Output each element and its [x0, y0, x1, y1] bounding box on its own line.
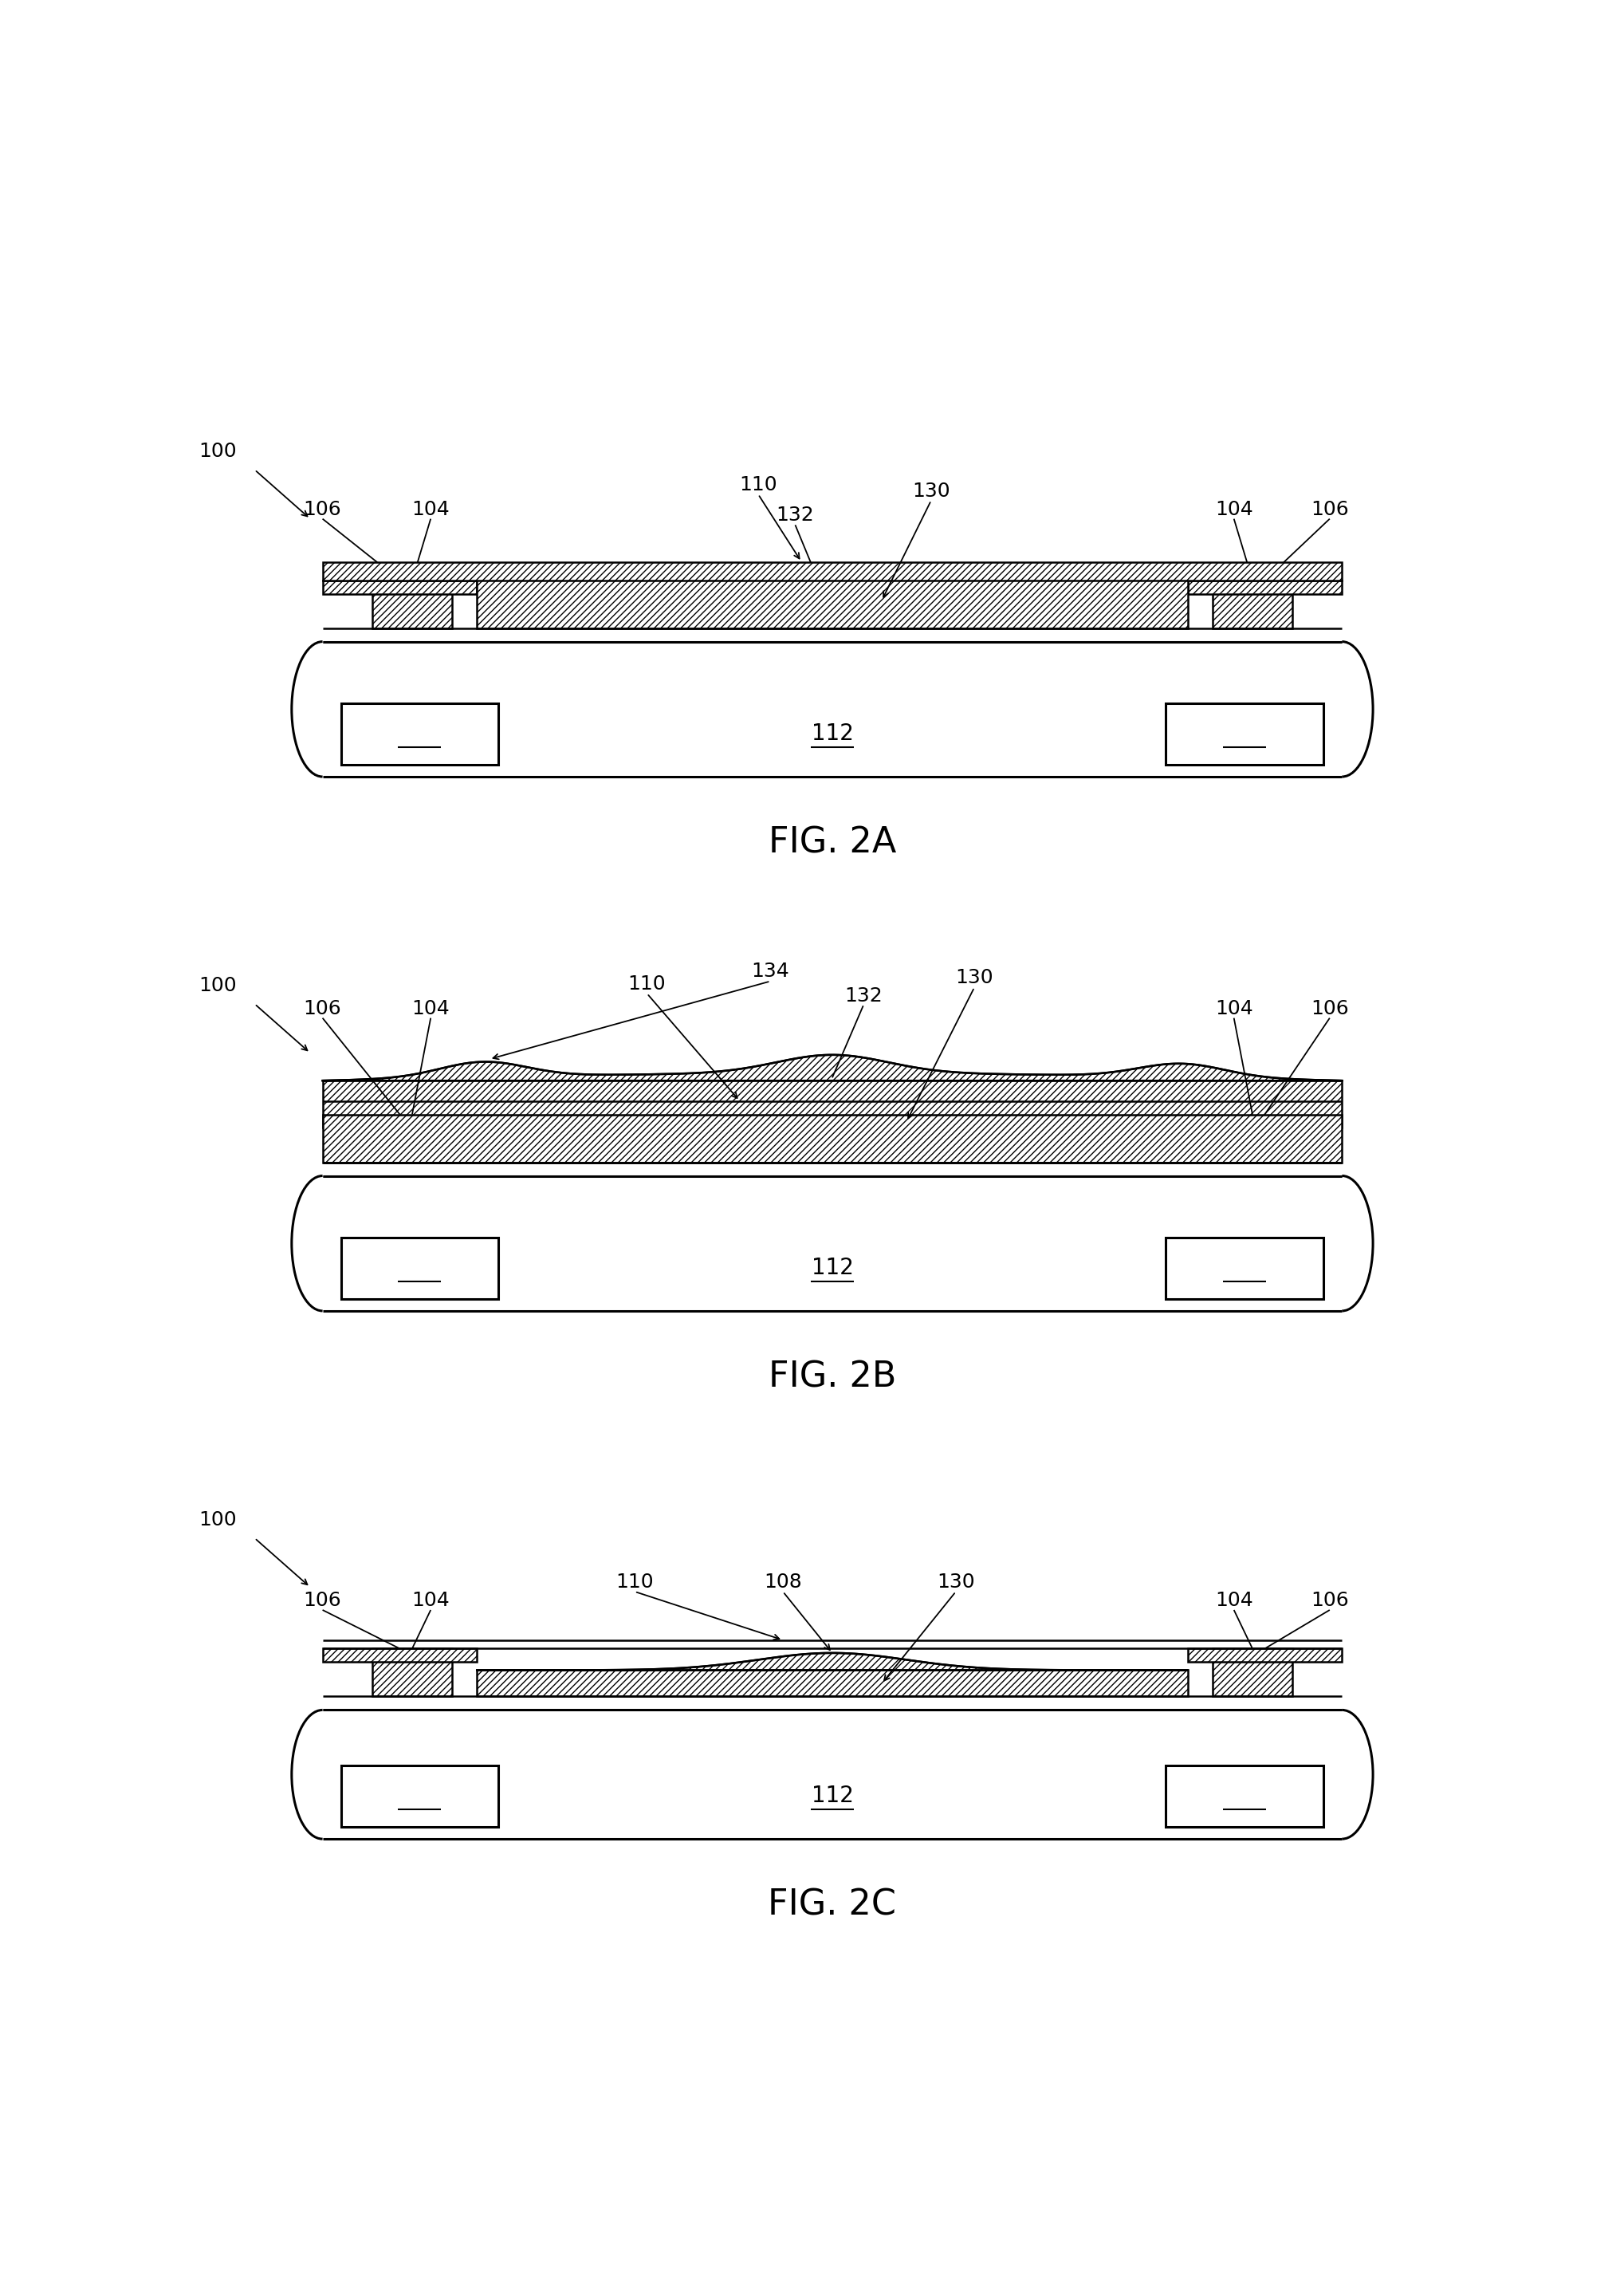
- Bar: [1212, 1114, 1293, 1162]
- Text: 100: 100: [198, 1509, 237, 1530]
- Bar: [1166, 1766, 1324, 1827]
- Text: 104: 104: [411, 499, 450, 519]
- Bar: [341, 702, 499, 764]
- Bar: [323, 581, 477, 595]
- Text: 132: 132: [844, 986, 882, 1006]
- Text: 106: 106: [1311, 499, 1348, 519]
- Text: 102: 102: [1223, 723, 1265, 746]
- Text: 104: 104: [1215, 1592, 1254, 1610]
- Polygon shape: [477, 1654, 1187, 1670]
- Polygon shape: [323, 1054, 1341, 1082]
- Bar: [323, 1082, 1341, 1162]
- Bar: [372, 1649, 453, 1697]
- Text: 102: 102: [1223, 1258, 1265, 1278]
- Text: 102: 102: [1223, 1784, 1265, 1807]
- Bar: [477, 572, 1187, 629]
- Text: FIG. 2B: FIG. 2B: [768, 1361, 896, 1395]
- Text: 110: 110: [739, 476, 778, 494]
- Text: 112: 112: [812, 1258, 853, 1278]
- Bar: [323, 1649, 477, 1663]
- Text: 130: 130: [937, 1573, 974, 1592]
- Text: 106: 106: [304, 999, 341, 1018]
- Bar: [1187, 1114, 1341, 1127]
- Bar: [323, 1114, 477, 1127]
- Bar: [1187, 1649, 1341, 1663]
- Text: 130: 130: [913, 480, 950, 501]
- Text: 106: 106: [304, 1592, 341, 1610]
- Text: 104: 104: [411, 999, 450, 1018]
- Bar: [341, 1766, 499, 1827]
- Bar: [477, 1670, 1187, 1697]
- Text: 106: 106: [304, 499, 341, 519]
- Bar: [1166, 1237, 1324, 1299]
- Bar: [1212, 1649, 1293, 1697]
- Bar: [341, 1237, 499, 1299]
- Text: 100: 100: [198, 977, 237, 995]
- Text: 130: 130: [955, 967, 994, 988]
- Bar: [372, 581, 453, 629]
- Text: 112: 112: [812, 723, 853, 746]
- Text: FIG. 2A: FIG. 2A: [768, 826, 896, 860]
- Bar: [1187, 581, 1341, 595]
- Bar: [323, 563, 1341, 581]
- Text: 134: 134: [752, 963, 789, 981]
- Text: 108: 108: [763, 1573, 802, 1592]
- Bar: [372, 1114, 453, 1162]
- Text: 110: 110: [628, 974, 666, 993]
- Text: FIG. 2C: FIG. 2C: [768, 1889, 896, 1923]
- Text: 104: 104: [1215, 499, 1254, 519]
- Text: 112: 112: [812, 1784, 853, 1807]
- Text: 102: 102: [398, 723, 440, 746]
- Text: 104: 104: [411, 1592, 450, 1610]
- Bar: [1166, 702, 1324, 764]
- Text: 106: 106: [1311, 999, 1348, 1018]
- Bar: [1212, 581, 1293, 629]
- Text: 106: 106: [1311, 1592, 1348, 1610]
- Text: 104: 104: [1215, 999, 1254, 1018]
- Text: 100: 100: [198, 441, 237, 462]
- Text: 132: 132: [776, 505, 814, 526]
- Text: 102: 102: [398, 1258, 440, 1278]
- Text: 102: 102: [398, 1784, 440, 1807]
- Text: 110: 110: [615, 1573, 653, 1592]
